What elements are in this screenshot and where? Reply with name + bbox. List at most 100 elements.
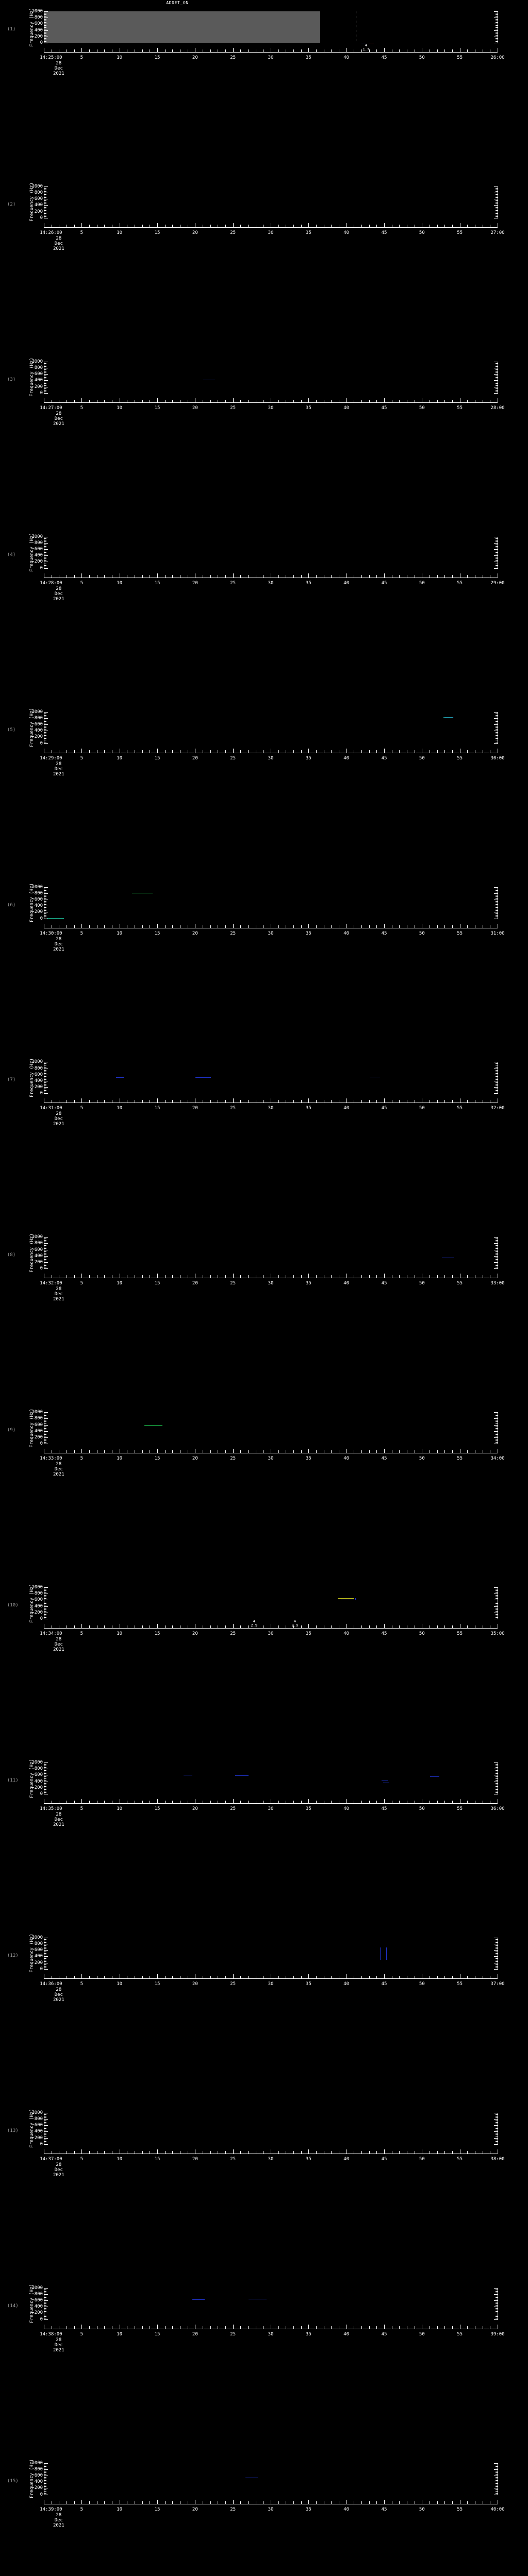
x-axis-tick-label: 40 <box>343 2156 350 2162</box>
x-axis-tick-label: 35 <box>305 1806 311 1811</box>
plot-area[interactable]: 1000 800 600 400 200 0 Frequency (Hz) (4) <box>7 533 498 572</box>
plot-area[interactable]: 1000 800 600 400 200 0 Frequency (Hz) (12) <box>7 1934 498 1973</box>
x-axis-tick-label: 35 <box>305 1631 311 1637</box>
x-axis-end-label: 26:00 <box>490 55 505 60</box>
plot-area[interactable]: 1000 800 600 400 200 0 Frequency (Hz) (6) <box>7 883 498 922</box>
x-axis-tick-label: 25 <box>230 930 236 936</box>
y-axis-tick-label: 200 <box>34 1084 43 1090</box>
y-axis-tick-label: 1000 <box>31 1234 43 1240</box>
y-axis-tick-label: 200 <box>34 1785 43 1790</box>
y-axis-tick-label: 400 <box>34 1603 43 1609</box>
panel-number: (5) <box>7 727 16 733</box>
x-axis-start-label: 14:34:00 <box>40 1631 62 1637</box>
plot-area[interactable]: 1000 800 600 400 200 0 Frequency (Hz) (11) <box>7 1759 498 1798</box>
plot-area[interactable]: 1000 800 600 400 200 0 Frequency (Hz) (1) <box>7 8 498 46</box>
x-axis-tick-label: 40 <box>343 55 350 60</box>
x-axis-date-label: 28 Dec 2021 <box>53 411 64 427</box>
x-axis-tick-label: 50 <box>419 930 425 936</box>
x-axis-start-label: 14:37:00 <box>40 2156 62 2162</box>
plot-area[interactable]: 1000 800 600 400 200 0 Frequency (Hz) (10) <box>7 1584 498 1623</box>
x-axis-start-label: 14:25:00 <box>40 55 62 60</box>
x-axis-tick-label: 30 <box>268 1281 274 1286</box>
y-axis-tick-label: 400 <box>34 202 43 208</box>
plot-area[interactable]: 1000 800 600 400 200 0 Frequency (Hz) (7) <box>7 1058 498 1097</box>
x-axis-tick-label: 15 <box>154 1981 160 1987</box>
detection-trace <box>116 1077 125 1078</box>
x-axis-tick-label: 30 <box>268 755 274 761</box>
y-axis-tick-label: 0 <box>40 1266 43 1272</box>
y-axis-tick-label: 200 <box>34 2135 43 2141</box>
y-axis-title: Frequency (Hz) <box>29 2109 35 2148</box>
y-axis-tick-label: 400 <box>34 27 43 33</box>
y-axis-tick-label: 1000 <box>31 183 43 189</box>
y-axis-tick-label: 1000 <box>31 9 43 14</box>
x-axis-tick-label: 35 <box>305 2331 311 2337</box>
x-axis-tick-label: 50 <box>419 580 425 586</box>
x-axis-tick-label: 55 <box>457 1456 463 1462</box>
panel-number: (13) <box>7 2128 19 2133</box>
panel-number: (10) <box>7 1603 19 1608</box>
x-axis-tick-label: 40 <box>343 2331 350 2337</box>
x-axis-tick-label: 20 <box>192 2331 198 2337</box>
plot-area[interactable]: 1000 800 600 400 200 0 Frequency (Hz) (3) <box>7 358 498 397</box>
y-axis-tick-label: 800 <box>34 1065 43 1071</box>
plot-area[interactable]: 1000 800 600 400 200 0 Frequency (Hz) (13) <box>7 2109 498 2148</box>
x-axis-tick-label: 50 <box>419 2156 425 2162</box>
x-axis-start-label: 14:30:00 <box>40 930 62 936</box>
y-axis-tick-label: 800 <box>34 715 43 721</box>
plot-area[interactable]: 1000 800 600 400 200 0 Frequency (Hz) (14) <box>7 2284 498 2323</box>
x-axis-date-label: 28 Dec 2021 <box>53 235 64 251</box>
panel-number: (3) <box>7 377 16 382</box>
x-axis-tick-label: 15 <box>154 405 160 411</box>
plot-area[interactable]: 1000 800 600 400 200 0 Frequency (Hz) (2) <box>7 182 498 222</box>
x-axis-tick-label: 45 <box>381 2331 387 2337</box>
x-axis-tick-label: 55 <box>457 2506 463 2512</box>
y-axis-tick-label: 0 <box>40 740 43 746</box>
x-axis-tick-label: 10 <box>117 1981 123 1987</box>
x-axis-tick-label: 25 <box>230 1281 236 1286</box>
x-axis-end-label: 35:00 <box>490 1631 505 1637</box>
panel-number: (15) <box>7 2478 19 2484</box>
y-axis-title: Frequency (Hz) <box>29 1408 35 1448</box>
plot-area[interactable]: 1000 800 600 400 200 0 Frequency (Hz) (5) <box>7 708 498 747</box>
plot-area[interactable]: 1000 800 600 400 200 0 Frequency (Hz) (8) <box>7 1233 498 1273</box>
x-axis-tick-label: 55 <box>457 930 463 936</box>
y-axis-title: Frequency (Hz) <box>29 358 35 397</box>
x-axis-tick-label: 10 <box>117 1631 123 1637</box>
x-axis: 14:35:00 5 10 15 20 25 30 35 40 45 50 55 36:00 <box>40 1799 505 1811</box>
y-axis-tick-label: 400 <box>34 2304 43 2310</box>
x-axis-tick-label: 25 <box>230 230 236 235</box>
x-axis-tick-label: 20 <box>192 1631 198 1637</box>
y-axis-tick-label: 800 <box>34 2116 43 2122</box>
x-axis-tick-label: 55 <box>457 405 463 411</box>
x-axis-tick-label: 15 <box>154 1806 160 1811</box>
x-axis-tick-label: 50 <box>419 2506 425 2512</box>
y-axis-tick-label: 600 <box>34 1247 43 1252</box>
y-axis-tick-label: 600 <box>34 1072 43 1077</box>
x-axis-tick-label: 15 <box>154 2156 160 2162</box>
x-axis-tick-label: 30 <box>268 1456 274 1462</box>
x-axis-tick-label: 15 <box>154 580 160 586</box>
figure-title: ADDET_ON <box>166 1 189 5</box>
panel-number: (2) <box>7 201 16 207</box>
x-axis-start-label: 14:36:00 <box>40 1981 62 1987</box>
y-axis-tick-label: 0 <box>40 2492 43 2497</box>
y-axis-tick-label: 200 <box>34 384 43 389</box>
x-axis-tick-label: 20 <box>192 1806 198 1811</box>
x-axis-tick-label: 45 <box>381 1806 387 1811</box>
y-axis-title: Frequency (Hz) <box>29 2459 35 2499</box>
x-axis-tick-label: 35 <box>305 1281 311 1286</box>
x-axis-tick-label: 40 <box>343 1456 350 1462</box>
x-axis: 14:36:00 5 10 15 20 25 30 35 40 45 50 55 37:00 <box>40 1974 505 1987</box>
y-axis-tick-label: 600 <box>34 547 43 552</box>
plot-area[interactable]: 1000 800 600 400 200 0 Frequency (Hz) (15) <box>7 2459 498 2498</box>
y-axis-tick-label: 200 <box>34 909 43 915</box>
y-axis-tick-label: 800 <box>34 190 43 196</box>
plot-area[interactable]: 1000 800 600 400 200 0 Frequency (Hz) (9) <box>7 1409 498 1448</box>
y-axis-tick-label: 200 <box>34 734 43 740</box>
detection-trace <box>443 717 453 718</box>
x-axis-tick-label: 15 <box>154 230 160 235</box>
y-axis-tick-label: 200 <box>34 2485 43 2491</box>
y-axis-tick-label: 400 <box>34 1078 43 1083</box>
x-axis-tick-label: 50 <box>419 230 425 235</box>
